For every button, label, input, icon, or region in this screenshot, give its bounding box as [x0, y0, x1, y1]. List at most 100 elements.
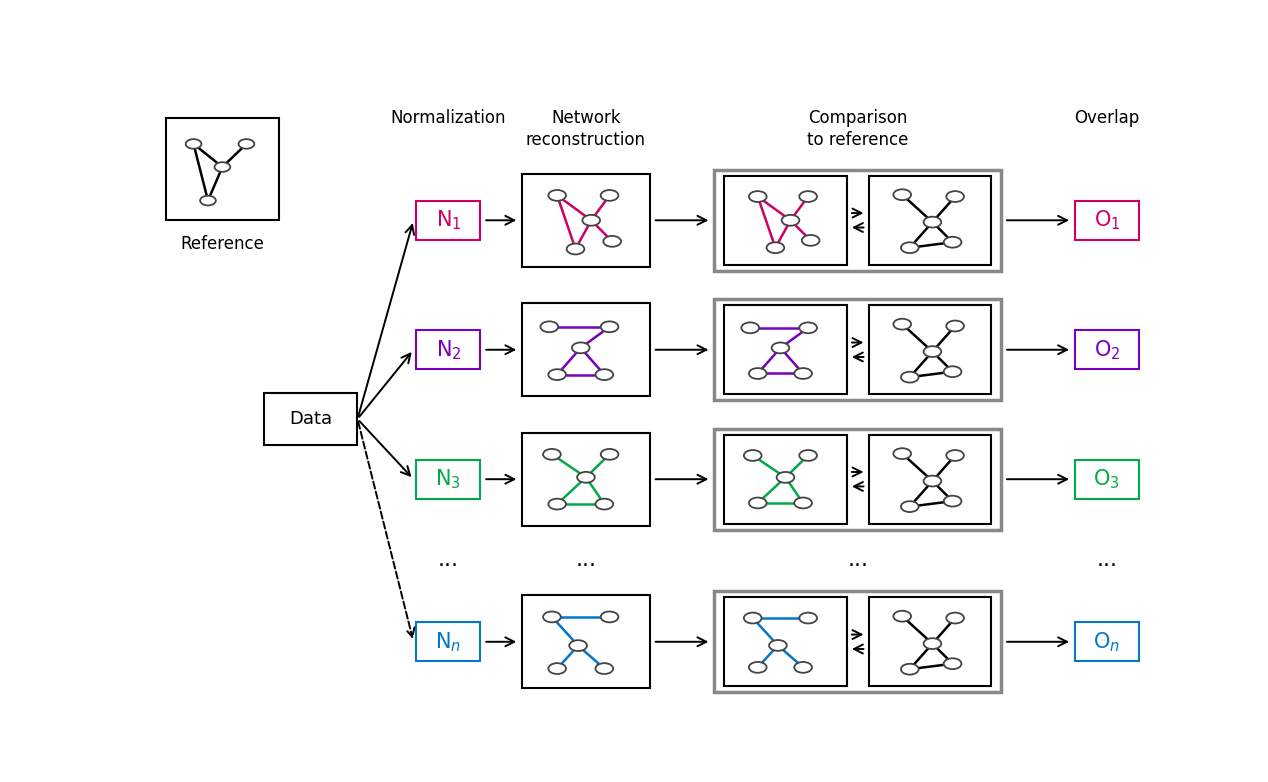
Circle shape	[744, 612, 762, 623]
FancyArrowPatch shape	[486, 637, 515, 646]
FancyBboxPatch shape	[869, 176, 992, 265]
Circle shape	[894, 611, 912, 622]
FancyBboxPatch shape	[1075, 330, 1139, 369]
Circle shape	[946, 191, 964, 202]
Circle shape	[749, 368, 767, 379]
Text: $\mathregular{N}_{n}$: $\mathregular{N}_{n}$	[435, 630, 462, 654]
FancyBboxPatch shape	[1075, 622, 1139, 662]
FancyBboxPatch shape	[724, 597, 847, 687]
FancyBboxPatch shape	[869, 435, 992, 524]
Text: ...: ...	[576, 551, 596, 571]
Text: Comparison
to reference: Comparison to reference	[808, 109, 909, 149]
FancyBboxPatch shape	[869, 305, 992, 394]
FancyBboxPatch shape	[714, 170, 1002, 271]
Circle shape	[894, 448, 912, 459]
Circle shape	[946, 612, 964, 623]
Circle shape	[604, 236, 621, 247]
Text: Reference: Reference	[180, 235, 264, 253]
Circle shape	[902, 664, 918, 675]
Circle shape	[596, 369, 614, 380]
Text: $\mathregular{N}_{1}$: $\mathregular{N}_{1}$	[435, 209, 462, 232]
Circle shape	[794, 368, 812, 379]
FancyBboxPatch shape	[522, 595, 649, 688]
Circle shape	[923, 346, 941, 357]
FancyArrowPatch shape	[1007, 216, 1066, 224]
Circle shape	[548, 190, 566, 201]
FancyBboxPatch shape	[724, 435, 847, 524]
Circle shape	[923, 475, 941, 486]
Circle shape	[577, 472, 595, 482]
Text: $\mathregular{O}_{n}$: $\mathregular{O}_{n}$	[1093, 630, 1120, 654]
Circle shape	[744, 450, 762, 461]
Circle shape	[596, 663, 614, 674]
FancyArrowPatch shape	[358, 421, 415, 637]
Circle shape	[943, 237, 961, 248]
Circle shape	[543, 612, 560, 622]
FancyBboxPatch shape	[1075, 201, 1139, 240]
Circle shape	[799, 322, 817, 333]
Circle shape	[781, 215, 799, 226]
Circle shape	[923, 217, 941, 228]
Circle shape	[776, 472, 794, 482]
FancyBboxPatch shape	[724, 305, 847, 394]
Circle shape	[799, 450, 817, 461]
Circle shape	[923, 638, 941, 649]
Circle shape	[943, 496, 961, 507]
Text: $\mathregular{N}_{2}$: $\mathregular{N}_{2}$	[435, 338, 462, 361]
Circle shape	[567, 243, 585, 254]
Text: $\mathregular{O}_{3}$: $\mathregular{O}_{3}$	[1093, 468, 1120, 491]
FancyArrowPatch shape	[1007, 475, 1066, 483]
Circle shape	[582, 215, 600, 226]
Circle shape	[540, 321, 558, 332]
FancyBboxPatch shape	[714, 591, 1002, 692]
FancyBboxPatch shape	[714, 429, 1002, 529]
Text: $\mathregular{O}_{1}$: $\mathregular{O}_{1}$	[1093, 209, 1120, 232]
Text: Normalization: Normalization	[391, 109, 506, 127]
Circle shape	[543, 449, 560, 460]
Circle shape	[200, 196, 216, 206]
FancyBboxPatch shape	[522, 432, 649, 526]
FancyBboxPatch shape	[416, 201, 481, 240]
Circle shape	[770, 640, 786, 651]
FancyBboxPatch shape	[522, 303, 649, 396]
Circle shape	[946, 321, 964, 332]
Circle shape	[767, 242, 784, 253]
Circle shape	[749, 191, 767, 202]
Circle shape	[894, 319, 912, 329]
Circle shape	[548, 369, 566, 380]
Circle shape	[799, 612, 817, 623]
Circle shape	[902, 371, 918, 382]
Circle shape	[943, 366, 961, 377]
FancyBboxPatch shape	[416, 330, 481, 369]
Text: $\mathregular{N}_{3}$: $\mathregular{N}_{3}$	[435, 468, 462, 491]
FancyArrowPatch shape	[656, 216, 706, 224]
Circle shape	[799, 191, 817, 202]
Text: ...: ...	[1097, 551, 1117, 571]
FancyArrowPatch shape	[359, 421, 410, 475]
FancyBboxPatch shape	[264, 393, 358, 445]
FancyArrowPatch shape	[1007, 637, 1066, 646]
Circle shape	[214, 162, 231, 172]
Circle shape	[601, 190, 619, 201]
Circle shape	[946, 450, 964, 461]
Circle shape	[801, 235, 819, 246]
Circle shape	[794, 662, 812, 673]
FancyBboxPatch shape	[416, 460, 481, 499]
Circle shape	[749, 497, 767, 508]
Circle shape	[742, 322, 760, 333]
Text: Data: Data	[289, 410, 332, 428]
FancyArrowPatch shape	[656, 475, 706, 483]
FancyBboxPatch shape	[166, 118, 279, 221]
Circle shape	[548, 499, 566, 510]
FancyArrowPatch shape	[359, 353, 411, 417]
Circle shape	[548, 663, 566, 674]
Circle shape	[601, 449, 619, 460]
FancyArrowPatch shape	[486, 346, 515, 354]
Text: Network
reconstruction: Network reconstruction	[526, 109, 645, 149]
Text: ...: ...	[848, 551, 869, 571]
Circle shape	[943, 658, 961, 669]
FancyArrowPatch shape	[656, 346, 706, 354]
Circle shape	[902, 501, 918, 512]
Text: ...: ...	[437, 551, 459, 571]
FancyBboxPatch shape	[714, 300, 1002, 400]
